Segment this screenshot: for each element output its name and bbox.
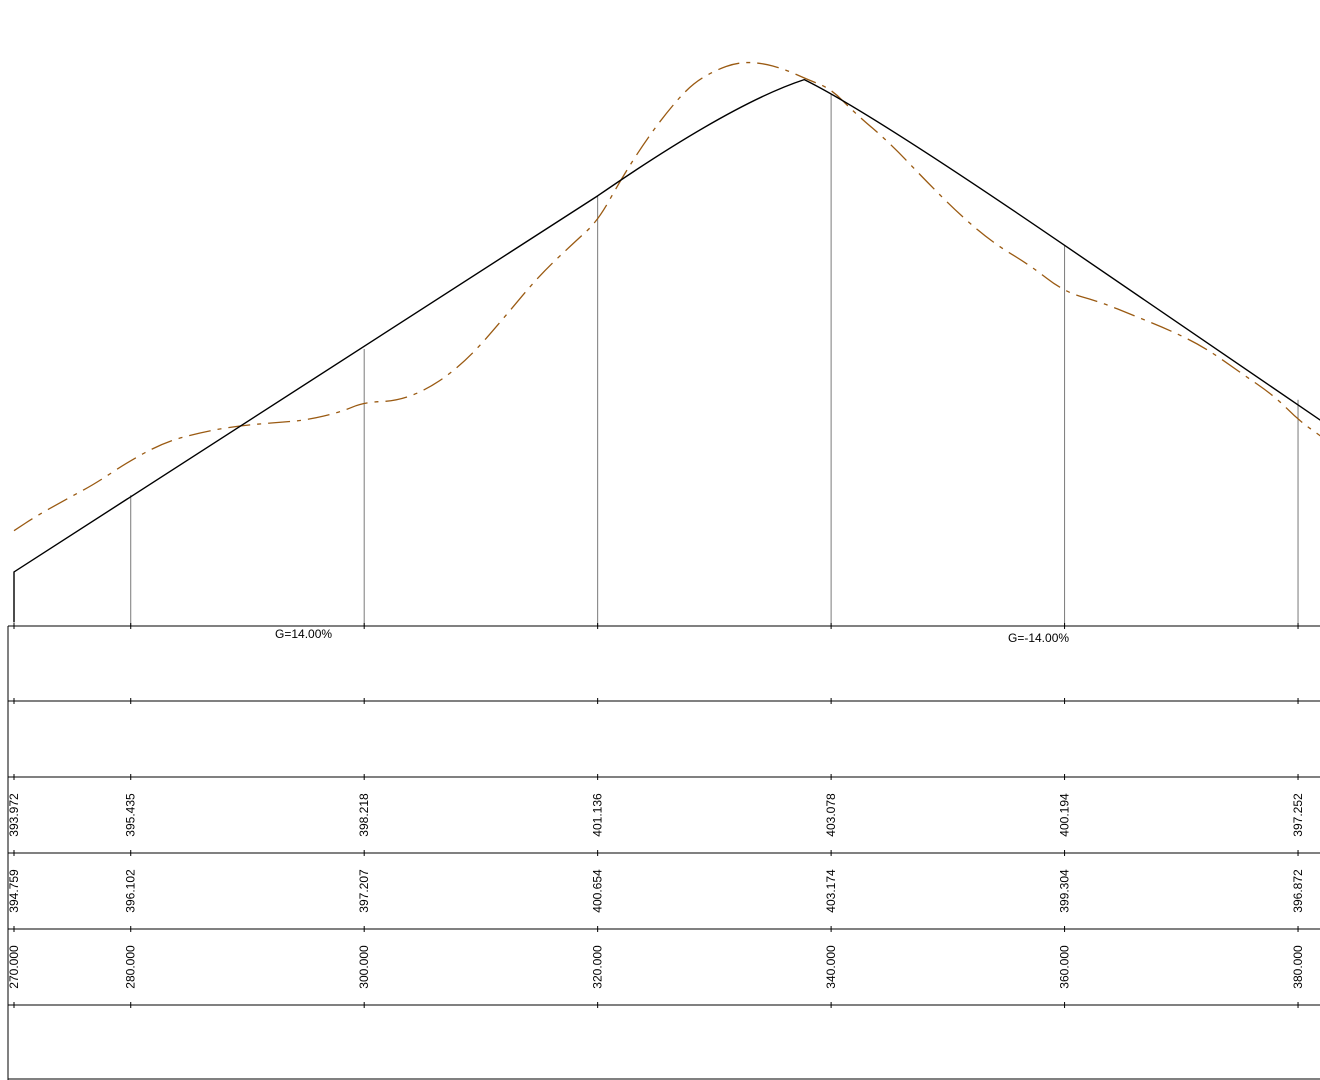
ground-elevation-label: 403.174 [824, 869, 838, 913]
design-elevation-label: 395.435 [124, 793, 138, 837]
station-grid-lines [13, 93, 1299, 626]
station-label: 340.000 [824, 945, 838, 989]
design-elevation-label: 397.252 [1291, 793, 1305, 837]
ground-elevation-label: 394.759 [7, 869, 21, 913]
design-elevation-label: 401.136 [591, 793, 605, 837]
ground-elevation-label: 400.654 [591, 869, 605, 913]
grade-label-right: G=-14.00% [1008, 631, 1069, 645]
station-label: 320.000 [591, 945, 605, 989]
station-label: 270.000 [7, 945, 21, 989]
design-elevation-label: 400.194 [1058, 793, 1072, 837]
band-ticks [13, 623, 1299, 1008]
ground-elevation-label: 397.207 [357, 869, 371, 913]
design-elevation-label: 393.972 [7, 793, 21, 837]
design-elevation-label: 403.078 [824, 793, 838, 837]
station-label: 360.000 [1058, 945, 1072, 989]
station-label: 280.000 [124, 945, 138, 989]
ground-elevation-label: 396.102 [124, 869, 138, 913]
existing-ground-profile-line [13, 61, 1320, 532]
band-frame [7, 625, 1320, 1080]
design-elevation-label: 398.218 [357, 793, 371, 837]
ground-elevation-label: 399.304 [1058, 869, 1072, 913]
design-grade-profile-line [13, 78, 1320, 622]
station-label: 300.000 [357, 945, 371, 989]
ground-elevation-label: 396.872 [1291, 869, 1305, 913]
station-label: 380.000 [1291, 945, 1305, 989]
grade-label-left: G=14.00% [275, 627, 332, 641]
station-labels: 393.972 394.759 270.000 395.435 396.102 280.0… [7, 793, 1305, 989]
